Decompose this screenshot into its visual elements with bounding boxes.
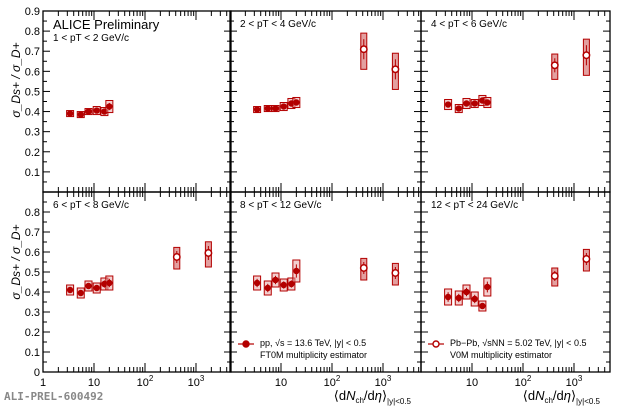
y-tick-label: 0.7 [25,227,40,239]
panel-label: 2 < pT < 4 GeV/c [240,19,316,30]
x-tick-label: 102 [137,374,154,389]
pp-point [293,267,300,275]
y-tick-label: 0.1 [25,347,40,359]
pp-point [280,281,287,289]
y-tick-label: 0.8 [25,207,40,219]
pbpb-point [391,65,400,74]
panel-label: 1 < pT < 2 GeV/c [53,33,129,44]
y-tick-label: 0.1 [25,167,40,179]
pbpb-point [550,61,559,70]
pbpb-point [172,253,181,261]
legend-sublabel: FT0M multiplicity estimator [260,350,367,360]
y-tick-label: 0.4 [25,107,40,119]
panel-label: 6 < pT < 8 GeV/c [53,200,129,211]
pp-point [93,284,100,292]
pp-point [272,105,279,112]
watermark: ALI-PREL-600492 [4,390,103,403]
pbpb-point [550,272,559,280]
panel-frame [42,191,232,373]
y-tick-label: 0.5 [25,267,40,279]
y-axis-title-bottom: σ_Ds+ / σ_D+ [9,224,23,299]
pp-point [85,108,92,115]
y-tick-label: 0.7 [25,46,40,58]
panel-frame [229,10,422,193]
legend-marker [432,340,440,348]
pp-point [253,279,261,287]
legend-sublabel: V0M multiplicity estimator [450,350,552,360]
x-axis-title: ⟨dNch/dη⟩|y|<0.5 [523,388,601,406]
y-tick-label: 0.5 [25,86,40,98]
pp-point [484,283,491,291]
pp-point [106,103,113,110]
y-tick-label: 0.3 [25,127,40,139]
pp-point [66,110,74,117]
pp-point [455,294,462,302]
y-tick-label: 0.4 [25,287,40,299]
chart-title: ALICE Preliminary [53,17,160,32]
legend-label: pp, √s = 13.6 TeV, |y| < 0.5 [260,338,366,348]
pp-point [280,103,287,110]
legend-marker [242,340,250,348]
panel-label: 12 < pT < 24 GeV/c [431,200,518,211]
pp-point [85,282,92,290]
pp-point [463,288,470,296]
y-axis-title-top: σ_Ds+ / σ_D+ [9,42,23,117]
x-tick-label: 10 [466,377,478,389]
y-tick-label: 0.6 [25,247,40,259]
pbpb-point [582,51,591,60]
x-tick-label: 10 [275,377,287,389]
pbpb-point [359,45,368,54]
pbpb-point [391,269,400,277]
pp-point [444,293,452,301]
pp-point [264,284,271,292]
pp-point [93,107,100,114]
pp-point [272,276,279,284]
pp-point [479,302,486,310]
pp-point [471,295,478,303]
pp-point [264,105,271,112]
y-tick-label: 0.2 [25,327,40,339]
x-tick-label: 10 [88,377,100,389]
pp-point [484,99,491,106]
x-tick-label: 102 [324,374,341,389]
y-tick-label: 0 [34,367,40,379]
pp-point [455,105,462,112]
pp-point [253,106,261,113]
x-axis-title: ⟨dNch/dη⟩|y|<0.5 [334,388,412,406]
pp-point [463,100,470,107]
pp-point [444,101,452,108]
y-tick-label: 0.6 [25,66,40,78]
x-tick-label: 1 [40,377,46,389]
y-tick-label: 0.2 [25,147,40,159]
x-tick-label: 103 [566,374,583,389]
x-tick-label: 103 [188,374,205,389]
legend-label: Pb−Pb, √sNN = 5.02 TeV, |y| < 0.5 [450,338,586,348]
pbpb-point [204,249,213,257]
pp-point [77,111,84,118]
y-tick-label: 0.3 [25,307,40,319]
panel-label: 8 < pT < 12 GeV/c [240,200,322,211]
panel-label: 4 < pT < 6 GeV/c [431,19,507,30]
pp-point [66,286,74,294]
pp-point [77,289,84,297]
x-tick-label: 102 [515,374,532,389]
pp-point [471,100,478,107]
pp-point [106,279,113,287]
x-tick-label: 103 [375,374,392,389]
y-tick-label: 0.9 [25,6,40,18]
pbpb-point [359,264,368,272]
y-tick-label: 0.8 [25,26,40,38]
pp-point [293,99,300,106]
pbpb-point [582,255,591,263]
